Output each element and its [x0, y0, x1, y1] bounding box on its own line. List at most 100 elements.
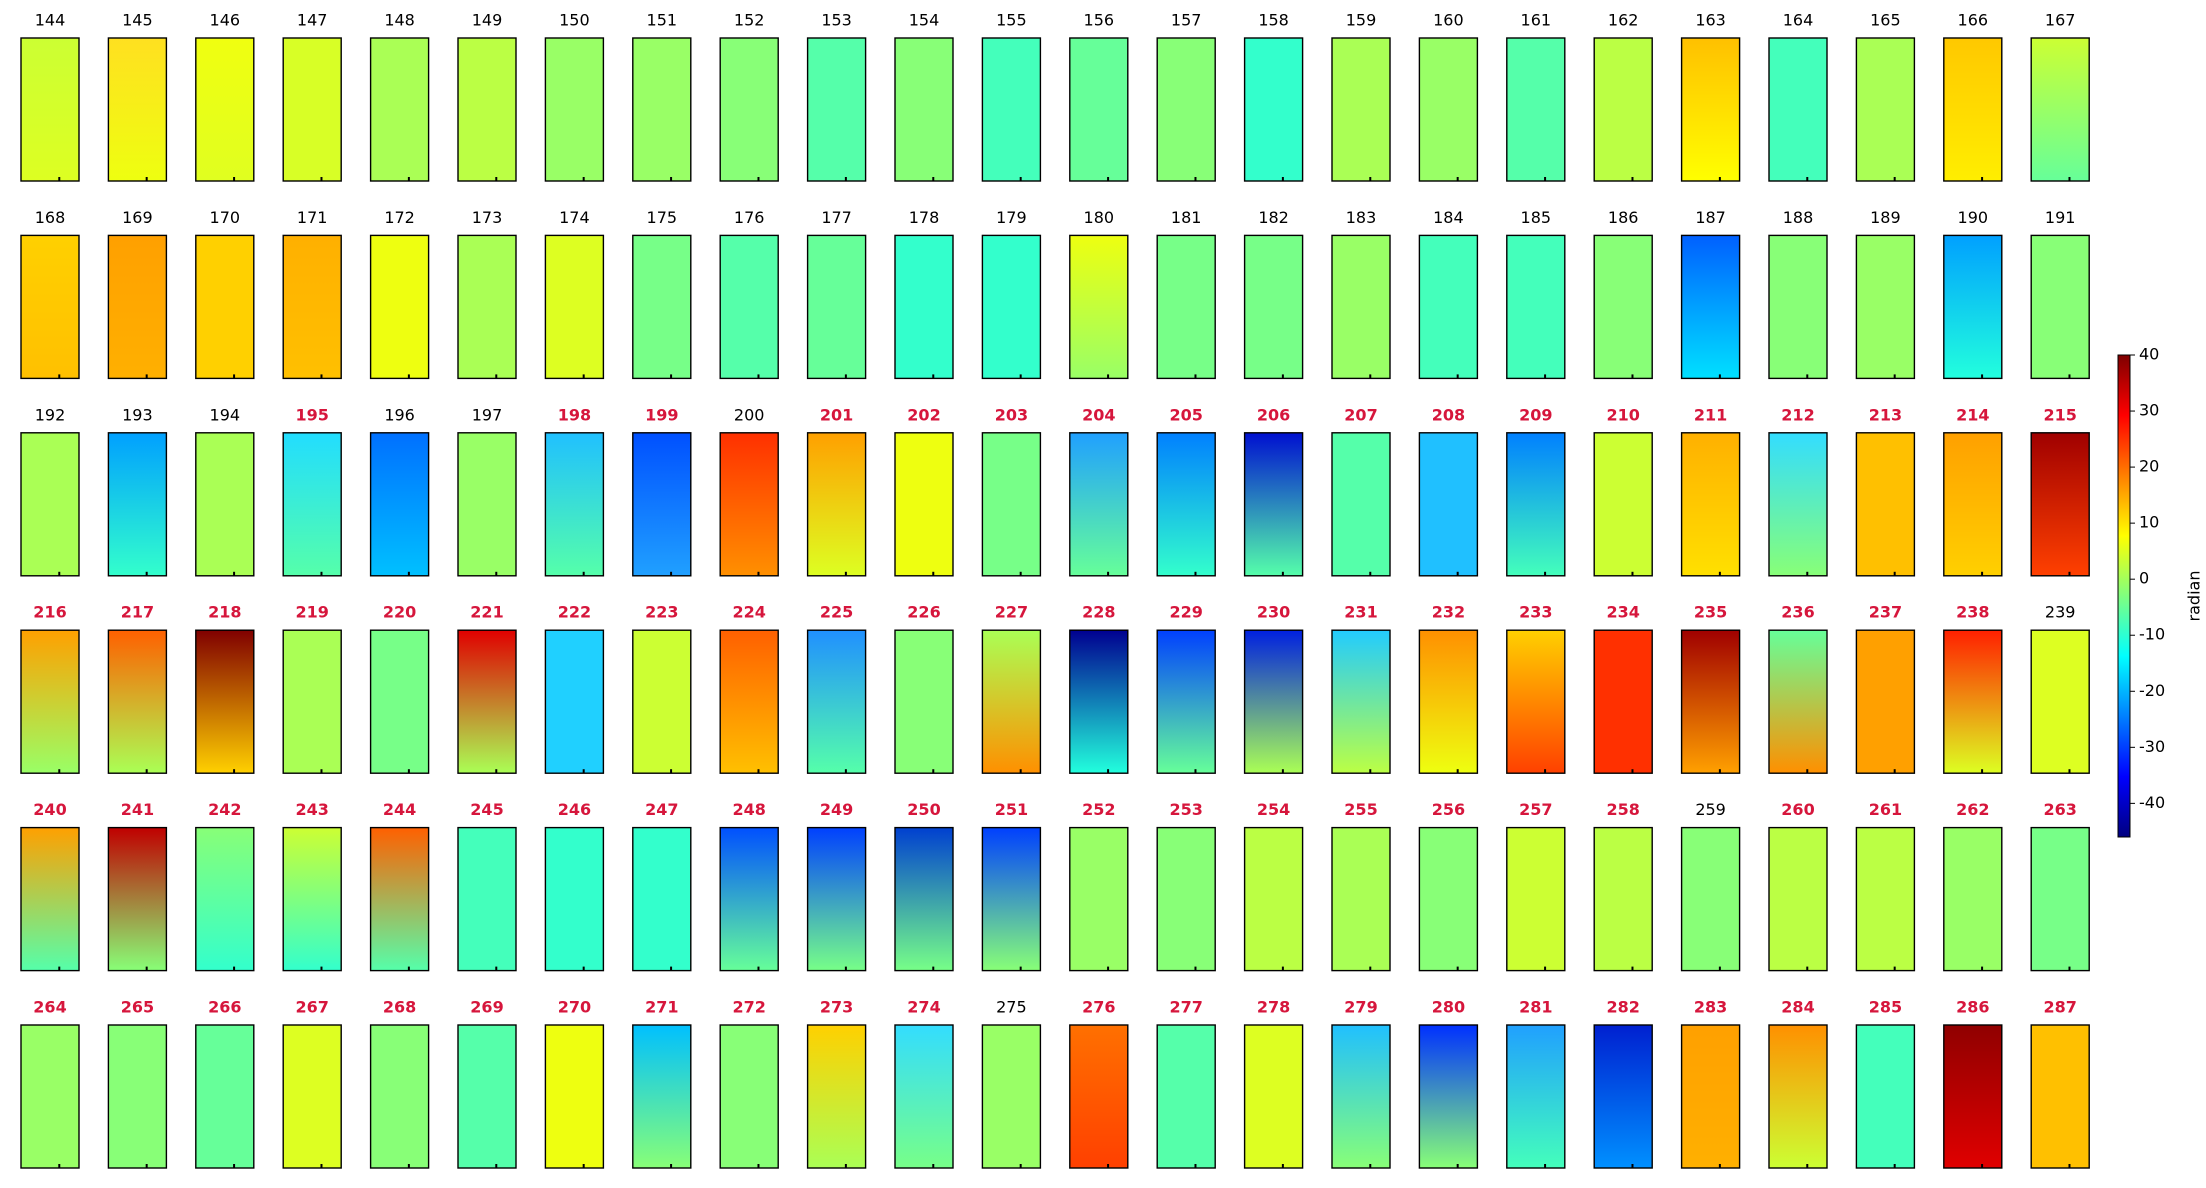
panel-image: [20, 432, 80, 577]
panel-title: 225: [820, 603, 853, 622]
panel-image: [2030, 826, 2090, 972]
panel-title: 277: [1169, 998, 1202, 1017]
panel-image: [2030, 1024, 2090, 1169]
panel-image: [1680, 432, 1741, 577]
panel-title: 145: [122, 11, 153, 30]
panel-image: [195, 37, 255, 182]
panel-title: 158: [1258, 11, 1289, 30]
colorbar-tick-label: -40: [2139, 793, 2165, 812]
panel-image: [107, 432, 168, 577]
panel-image: [1855, 1024, 1916, 1169]
panel-image: [107, 826, 168, 972]
panel-title: 156: [1084, 11, 1115, 30]
panel-image: [1506, 37, 1566, 182]
panel-image: [282, 37, 342, 182]
panel-image: [1069, 234, 1129, 380]
panel-title: 261: [1869, 800, 1902, 819]
panel-title: 276: [1082, 998, 1115, 1017]
panel-title: 202: [907, 405, 940, 424]
panel-title: 282: [1606, 998, 1639, 1017]
panel-title: 190: [1958, 208, 1989, 227]
panel-image: [544, 1024, 605, 1169]
panel-image: [632, 234, 692, 380]
colorbar-label: radian: [2185, 571, 2204, 622]
panel-image: [1506, 629, 1566, 774]
panel-image: [719, 37, 779, 182]
panel-image: [1680, 234, 1741, 380]
panel-image: [369, 234, 430, 380]
panel-image: [1331, 826, 1391, 972]
panel-image: [107, 629, 168, 774]
panel-title: 193: [122, 405, 153, 424]
panel-image: [1156, 826, 1216, 972]
panel-image: [719, 629, 779, 774]
panel-image: [457, 37, 517, 182]
panel-image: [806, 432, 867, 577]
panel-title: 186: [1608, 208, 1639, 227]
panel-image: [1331, 629, 1391, 774]
panel-image: [806, 629, 867, 774]
panel-title: 222: [558, 603, 591, 622]
panel-image: [632, 432, 692, 577]
panel-title: 227: [995, 603, 1028, 622]
panel-title: 234: [1606, 603, 1639, 622]
panel-image: [806, 37, 867, 182]
colorbar-tick-label: -20: [2139, 681, 2165, 700]
panel-title: 238: [1956, 603, 1989, 622]
panel-title: 148: [384, 11, 415, 30]
panel-title: 248: [732, 800, 765, 819]
panel-image: [1069, 1024, 1129, 1169]
panel-title: 163: [1695, 11, 1726, 30]
panel-image: [1243, 629, 1304, 774]
panel-title: 169: [122, 208, 153, 227]
panel-title: 209: [1519, 405, 1552, 424]
panel-title: 266: [208, 998, 241, 1017]
panel-image: [1768, 432, 1828, 577]
panel-image: [282, 629, 342, 774]
panel-title: 188: [1783, 208, 1814, 227]
panel-image: [107, 234, 168, 380]
panel-image: [1855, 234, 1916, 380]
panel-title: 214: [1956, 405, 1989, 424]
panel-image: [1506, 826, 1566, 972]
panel-title: 164: [1783, 11, 1814, 30]
panel-title: 216: [33, 603, 66, 622]
panel-title: 172: [384, 208, 415, 227]
panel-title: 150: [559, 11, 590, 30]
panel-image: [1593, 432, 1653, 577]
panel-title: 256: [1432, 800, 1465, 819]
panel-title: 254: [1257, 800, 1290, 819]
panel-title: 221: [470, 603, 503, 622]
panel-title: 187: [1695, 208, 1726, 227]
panel-title: 228: [1082, 603, 1115, 622]
panel-image: [195, 1024, 255, 1169]
panel-image: [1418, 234, 1479, 380]
panel-image: [195, 629, 255, 774]
panel-title: 176: [734, 208, 765, 227]
panel-image: [195, 826, 255, 972]
panel-title: 144: [35, 11, 66, 30]
panel-title: 161: [1521, 11, 1552, 30]
panel-title: 243: [295, 800, 328, 819]
panel-title: 217: [121, 603, 154, 622]
panel-image: [20, 1024, 80, 1169]
panel-image: [457, 629, 517, 774]
colorbar-tick-label: 40: [2139, 345, 2159, 364]
panel-title: 275: [996, 998, 1027, 1017]
panel-image: [282, 826, 342, 972]
panel-title: 272: [732, 998, 765, 1017]
panel-title: 230: [1257, 603, 1290, 622]
panel-title: 239: [2045, 603, 2076, 622]
panel-title: 175: [647, 208, 678, 227]
panel-title: 267: [295, 998, 328, 1017]
panel-image: [1593, 234, 1653, 380]
panel-image: [1418, 629, 1479, 774]
panel-title: 223: [645, 603, 678, 622]
panel-title: 149: [472, 11, 503, 30]
panel-title: 240: [33, 800, 66, 819]
panel-title: 160: [1433, 11, 1464, 30]
colorbar-tick-label: 10: [2139, 513, 2159, 532]
panel-title: 255: [1344, 800, 1377, 819]
panel-title: 211: [1694, 405, 1727, 424]
